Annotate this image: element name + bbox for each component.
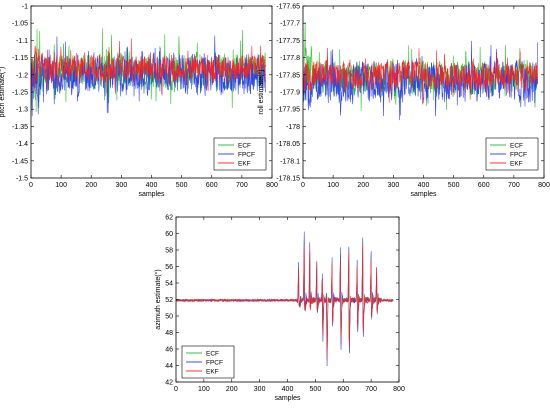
y-tick-label: -177.7 [280, 21, 300, 28]
x-tick-label: 500 [176, 182, 188, 189]
legend-label-ekf: EKF [510, 161, 523, 168]
x-tick-label: 800 [266, 182, 278, 189]
y-tick-label: -177.8 [280, 55, 300, 62]
x-tick-label: 700 [365, 386, 377, 393]
legend-label-fpcf: FPCF [238, 152, 255, 159]
x-tick-label: 0 [174, 386, 178, 393]
x-tick-label: 700 [508, 182, 520, 189]
y-tick-label: 42 [165, 380, 173, 387]
y-tick-label: 46 [165, 347, 173, 354]
legend-label-fpcf: FPCF [510, 152, 527, 159]
x-axis-label: samples [138, 191, 165, 198]
chart-pitch: 0 100 200 300 400 500 600 700 800 -1.5 -1.45 -1.4 -1… [0, 4, 278, 199]
x-axis-label: samples [274, 395, 301, 402]
y-tick-label: -177.85 [276, 72, 300, 79]
series-line-ekf [31, 38, 266, 96]
x-tick-label: 400 [282, 386, 294, 393]
legend-pitch: ECF FPCF EKF [213, 137, 267, 171]
x-tick-label: 0 [29, 182, 33, 189]
plot-area-roll [303, 22, 538, 121]
y-tick-label: -1.1 [16, 38, 28, 45]
plot-area-azimuth [176, 231, 394, 366]
x-tick-label: 700 [236, 182, 248, 189]
legend-roll: ECF FPCF EKF [485, 137, 539, 171]
y-tick-label: 44 [165, 363, 173, 370]
plot-area-pitch [31, 28, 266, 117]
y-axis-label: roll estimate(°) [257, 69, 265, 114]
series-line-fpcf [303, 40, 538, 121]
legend-label-ekf: EKF [206, 369, 219, 376]
y-tick-label: -1.35 [12, 124, 28, 131]
legend-label-ekf: EKF [238, 161, 251, 168]
y-tick-label: 50 [165, 314, 173, 321]
x-tick-label: 400 [146, 182, 158, 189]
x-tick-label: 200 [226, 386, 238, 393]
x-tick-label: 100 [198, 386, 210, 393]
x-tick-label: 800 [393, 386, 405, 393]
x-tick-label: 600 [337, 386, 349, 393]
y-tick-label: -178 [286, 124, 300, 131]
x-tick-label: 500 [310, 386, 322, 393]
y-tick-label: 48 [165, 330, 173, 337]
legend-label-ecf: ECF [238, 143, 251, 150]
y-tick-label: -177.95 [276, 107, 300, 114]
x-tick-label: 600 [478, 182, 490, 189]
x-tick-label: 0 [301, 182, 305, 189]
y-tick-label: -177.9 [280, 90, 300, 97]
y-tick-label: -1.3 [16, 107, 28, 114]
legend-label-ecf: ECF [510, 143, 523, 150]
x-tick-label: 100 [55, 182, 67, 189]
legend-azimuth: ECF FPCF EKF [181, 345, 235, 379]
series-line-ekf [176, 244, 394, 359]
y-tick-label: -1.2 [16, 72, 28, 79]
y-tick-label: -1 [22, 4, 28, 11]
y-tick-label: -1.05 [12, 21, 28, 28]
legend-label-ecf: ECF [206, 351, 219, 358]
x-tick-label: 200 [85, 182, 97, 189]
y-tick-label: 52 [165, 297, 173, 304]
y-tick-label: -177.65 [276, 4, 300, 11]
legend-label-fpcf: FPCF [206, 360, 223, 367]
x-tick-label: 300 [254, 386, 266, 393]
x-tick-label: 600 [206, 182, 218, 189]
y-tick-label: -178.15 [276, 176, 300, 183]
chart-azimuth: 0 100 200 300 400 500 600 700 800 42 44 46 48 50 52 54 5… [154, 215, 405, 403]
y-tick-label: -1.25 [12, 90, 28, 97]
x-tick-label: 800 [538, 182, 550, 189]
x-tick-label: 300 [388, 182, 400, 189]
y-tick-label: -177.75 [276, 38, 300, 45]
y-tick-label: 60 [165, 231, 173, 238]
y-tick-label: -1.45 [12, 158, 28, 165]
y-axis-label: pitch estimate(°) [0, 67, 6, 118]
x-tick-label: 500 [448, 182, 460, 189]
y-tick-label: 56 [165, 264, 173, 271]
y-tick-label: 54 [165, 281, 173, 288]
x-tick-label: 400 [418, 182, 430, 189]
y-tick-label: -1.4 [16, 141, 28, 148]
y-tick-label: -178.1 [280, 158, 300, 165]
x-tick-label: 200 [357, 182, 369, 189]
y-tick-label: -178.05 [276, 141, 300, 148]
y-tick-label: -1.15 [12, 55, 28, 62]
y-tick-label: -1.5 [16, 176, 28, 183]
y-tick-label: 58 [165, 248, 173, 255]
x-tick-label: 100 [327, 182, 339, 189]
chart-roll: 0 100 200 300 400 500 600 700 800-178.15-178.1-1… [257, 4, 550, 199]
x-axis-label: samples [410, 191, 437, 198]
y-tick-label: 62 [165, 215, 173, 222]
x-tick-label: 300 [116, 182, 128, 189]
series-line-ekf [303, 47, 538, 105]
y-axis-label: azimuth estimate(°) [154, 269, 162, 329]
